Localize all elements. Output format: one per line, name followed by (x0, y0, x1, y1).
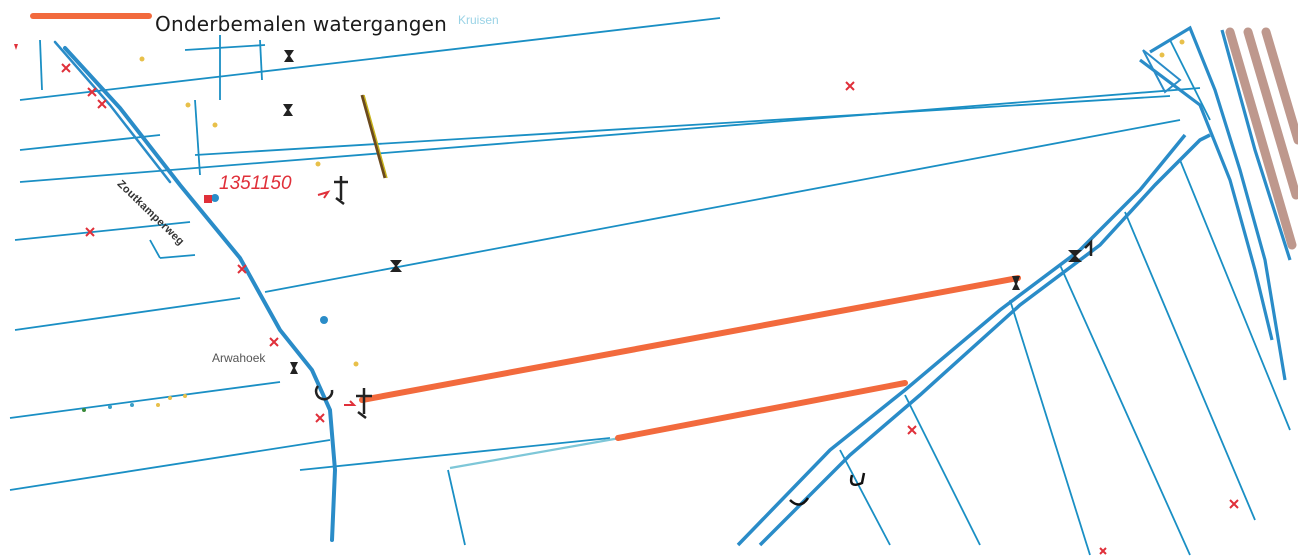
small-blue-dots (82, 194, 328, 412)
culvert-symbols (789, 472, 866, 506)
red-markers (61, 63, 1239, 555)
faded-waterway (449, 436, 621, 470)
right-canal (1139, 25, 1292, 381)
main-canal (53, 40, 338, 542)
parcel-number-label[interactable]: 1351150 (219, 173, 292, 194)
waterway-network (9, 17, 1291, 556)
small-red-marker (14, 44, 18, 50)
parcel-pointer-icon (317, 190, 331, 199)
brown-segment (360, 94, 387, 179)
place-name-label: Arwahoek (212, 351, 266, 365)
arrow-icon (344, 400, 357, 406)
pump-symbols (314, 176, 1093, 419)
parcel-marker[interactable] (204, 195, 212, 203)
legend-faded-label: Kruisen (458, 13, 499, 27)
diagonal-canal (736, 133, 1211, 547)
legend-label: Onderbemalen watergangen (155, 12, 448, 36)
highlighted-waterways (359, 275, 1021, 441)
yellow-segment (363, 94, 388, 179)
rail-bands (1225, 27, 1298, 250)
legend-swatch (30, 13, 152, 19)
point-features (139, 39, 1185, 407)
structure-symbols (283, 50, 1082, 374)
